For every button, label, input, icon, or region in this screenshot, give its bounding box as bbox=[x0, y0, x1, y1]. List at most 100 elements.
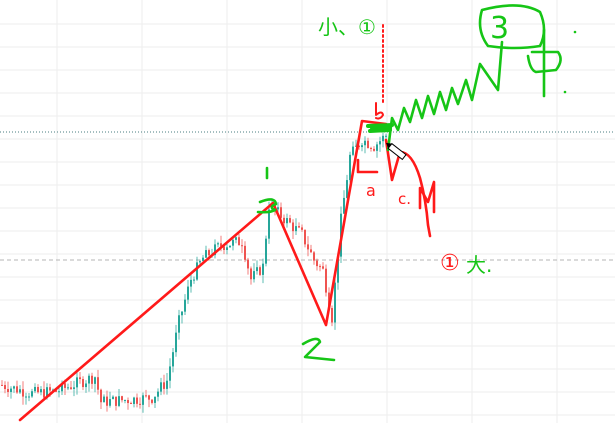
candle-body bbox=[370, 147, 372, 149]
candle-body bbox=[322, 266, 324, 269]
candle-body bbox=[280, 207, 282, 218]
wave-a-label: a bbox=[366, 181, 376, 200]
candle-body bbox=[130, 403, 132, 405]
candle-body bbox=[328, 292, 330, 309]
candle-body bbox=[316, 260, 318, 267]
candle-body bbox=[145, 395, 147, 397]
candle-body bbox=[16, 386, 18, 393]
candle-body bbox=[136, 397, 138, 404]
candle-body bbox=[85, 383, 87, 388]
candle-body bbox=[196, 262, 198, 280]
big-target-label: 大. bbox=[466, 253, 492, 277]
candle-body bbox=[334, 282, 336, 323]
candle-body bbox=[25, 396, 27, 398]
big-target-number: ① bbox=[440, 251, 460, 276]
wave-c-curve bbox=[384, 138, 432, 238]
candle-body bbox=[268, 209, 270, 239]
candle-body bbox=[121, 396, 123, 401]
candle-body bbox=[133, 397, 135, 404]
candle-body bbox=[73, 387, 75, 389]
candle-body bbox=[376, 144, 378, 151]
candles bbox=[1, 132, 387, 413]
candle-body bbox=[166, 380, 168, 389]
candle-body bbox=[7, 389, 9, 392]
candle-body bbox=[301, 227, 303, 230]
candle-body bbox=[241, 245, 243, 247]
candle-body bbox=[190, 279, 192, 287]
candle-body bbox=[175, 332, 177, 353]
candle-body bbox=[100, 389, 102, 403]
green-drawing bbox=[256, 4, 562, 362]
candle-body bbox=[199, 261, 201, 263]
candle-body bbox=[307, 244, 309, 250]
candle-body bbox=[157, 391, 159, 397]
candle-body bbox=[22, 389, 24, 397]
candle-body bbox=[37, 386, 39, 393]
candle-body bbox=[112, 396, 114, 400]
candle-body bbox=[76, 377, 78, 388]
candle-body bbox=[184, 299, 186, 312]
candle-body bbox=[373, 148, 375, 151]
candle-body bbox=[313, 252, 315, 261]
candle-body bbox=[232, 239, 234, 246]
candle-body bbox=[67, 387, 69, 389]
candle-body bbox=[217, 243, 219, 245]
candle-body bbox=[94, 377, 96, 384]
candle-body bbox=[10, 388, 12, 392]
candle-body bbox=[4, 385, 6, 390]
dot bbox=[563, 90, 567, 94]
candle-body bbox=[151, 399, 153, 403]
candle-body bbox=[358, 145, 360, 148]
candle-body bbox=[289, 218, 291, 223]
candle-body bbox=[205, 250, 207, 258]
wave-3-circle bbox=[478, 4, 546, 50]
candle-body bbox=[202, 257, 204, 262]
candle-body bbox=[235, 237, 237, 240]
candle-body bbox=[337, 256, 339, 283]
candle-body bbox=[238, 237, 240, 246]
b-scribble bbox=[366, 123, 394, 133]
candle-body bbox=[31, 391, 33, 397]
candle-body bbox=[91, 375, 93, 384]
candle-body bbox=[295, 226, 297, 232]
wave-2-scribble bbox=[301, 337, 336, 362]
wave-trendline bbox=[18, 119, 388, 422]
candle-body bbox=[262, 263, 264, 275]
candle-body bbox=[61, 383, 63, 392]
candle-body bbox=[193, 279, 195, 281]
candle-body bbox=[361, 145, 363, 148]
candle-body bbox=[247, 259, 249, 269]
candle-body bbox=[49, 387, 51, 391]
candle-body bbox=[148, 395, 150, 400]
candle-body bbox=[253, 271, 255, 280]
candle-body bbox=[97, 377, 99, 390]
candle-body bbox=[28, 396, 30, 398]
candle-body bbox=[163, 382, 165, 389]
candle-body bbox=[352, 146, 354, 155]
wave-3-label: 3 bbox=[490, 11, 509, 46]
candle-body bbox=[292, 222, 294, 232]
candle-body bbox=[265, 238, 267, 264]
candle-body bbox=[127, 400, 129, 404]
candle-body bbox=[154, 396, 156, 403]
candle-body bbox=[142, 395, 144, 405]
candle-body bbox=[256, 267, 258, 272]
candle-body bbox=[79, 377, 81, 380]
candle-body bbox=[226, 247, 228, 251]
candle-body bbox=[331, 308, 333, 323]
middle-char bbox=[526, 28, 562, 98]
candle-body bbox=[106, 396, 108, 406]
candle-body bbox=[319, 266, 321, 268]
candle-body bbox=[34, 386, 36, 392]
candle-body bbox=[250, 268, 252, 280]
candle-body bbox=[220, 243, 222, 247]
candle-body bbox=[13, 386, 15, 389]
candle-body bbox=[19, 389, 21, 393]
small-target-label: 小、① bbox=[318, 15, 376, 39]
candle-body bbox=[304, 229, 306, 245]
candle-body bbox=[283, 217, 285, 224]
candle-body bbox=[178, 315, 180, 333]
wave-a-bracket bbox=[356, 158, 379, 174]
